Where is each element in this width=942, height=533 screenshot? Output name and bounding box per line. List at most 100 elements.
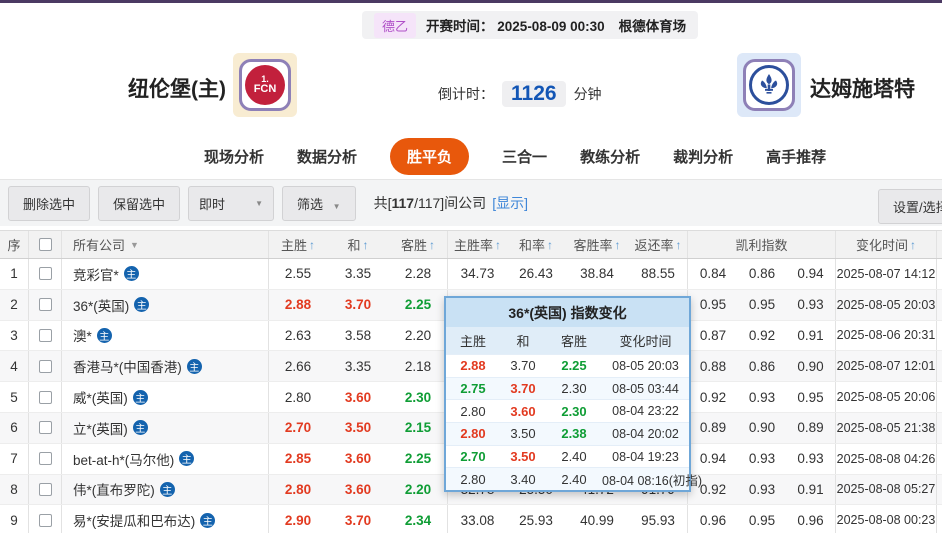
home-page-icon[interactable]: 主 <box>123 266 139 282</box>
chevron-down-icon[interactable]: ▼ <box>130 239 139 250</box>
popup-away-odds: 2.25 <box>561 358 587 374</box>
row-checkbox-cell <box>29 505 62 533</box>
popup-change-time: 08-04 19:23 <box>612 449 679 464</box>
header-return-rate[interactable]: 返还率 ↑ <box>629 231 688 258</box>
tab-referee-analysis[interactable]: 裁判分析 <box>673 148 734 166</box>
odds-away[interactable]: 2.20 <box>389 320 448 351</box>
company-name[interactable]: 澳* <box>73 329 92 345</box>
delete-selected-button[interactable]: 删除选中 <box>8 185 91 221</box>
odds-away[interactable]: 2.20 <box>389 474 448 505</box>
home-page-icon[interactable]: 主 <box>134 297 150 313</box>
home-page-icon[interactable]: 主 <box>200 512 216 528</box>
keep-selected-button[interactable]: 保留选中 <box>98 185 181 221</box>
odds-draw[interactable]: 3.35 <box>344 358 372 374</box>
odds-away[interactable]: 2.28 <box>389 259 448 289</box>
odds-home[interactable]: 2.80 <box>284 389 312 405</box>
home-rate: 33.08 <box>460 512 495 528</box>
kelly-3: 0.95 <box>786 382 836 412</box>
home-page-icon[interactable]: 主 <box>96 327 112 343</box>
row-checkbox[interactable] <box>38 328 52 342</box>
select-all-checkbox[interactable] <box>38 238 52 251</box>
tab-expert-picks[interactable]: 高手推荐 <box>766 148 827 166</box>
toolbar: 删除选中 保留选中 即时 ▼ 筛选 ▼ 共[117/117]间公司 [显示] 设… <box>0 180 942 226</box>
company-name[interactable]: 竞彩官* <box>73 267 119 283</box>
kelly-2: 0.93 <box>748 451 776 467</box>
company-name[interactable]: 36*(英国) <box>73 298 130 314</box>
odds-draw[interactable]: 3.70 <box>344 297 372 313</box>
home-logo-frame: 1. FCN <box>239 59 291 111</box>
company-cell: 立*(英国) 主 <box>62 412 269 443</box>
company-name[interactable]: 伟*(直布罗陀) <box>73 483 155 499</box>
row-checkbox[interactable] <box>38 390 52 404</box>
header-away-rate[interactable]: 客胜率 ↑ <box>573 237 621 254</box>
analysis-tabs: 现场分析 数据分析 胜平负 三合一 教练分析 裁判分析 高手推荐 <box>0 133 942 180</box>
popup-change-time: 08-04 08:16(初指) <box>602 473 703 488</box>
row-checkbox[interactable] <box>38 298 52 312</box>
header-home-rate[interactable]: 主胜率 ↑ <box>453 237 501 254</box>
odds-home[interactable]: 2.88 <box>284 297 312 313</box>
odds-home[interactable]: 2.85 <box>284 451 312 467</box>
header-draw-rate[interactable]: 和率 ↑ <box>518 237 553 254</box>
odds-away[interactable]: 2.25 <box>389 443 448 474</box>
home-page-icon[interactable]: 主 <box>179 451 195 467</box>
home-page-icon[interactable]: 主 <box>159 481 175 497</box>
home-page-icon[interactable]: 主 <box>186 358 202 374</box>
odds-draw[interactable]: 3.60 <box>344 389 372 405</box>
tab-coach-analysis[interactable]: 教练分析 <box>580 148 641 166</box>
sort-up-icon: ↑ <box>675 237 682 252</box>
kelly-3: 0.89 <box>786 412 836 443</box>
header-draw-odds[interactable]: 和 ↑ <box>347 237 369 254</box>
settings-button[interactable]: 设置/选择 <box>878 189 942 224</box>
header-home-odds[interactable]: 主胜 ↑ <box>280 237 315 254</box>
odds-away[interactable]: 2.30 <box>389 382 448 412</box>
home-page-icon[interactable]: 主 <box>132 389 148 405</box>
odds-draw[interactable]: 3.58 <box>344 327 372 343</box>
odds-away[interactable]: 2.15 <box>389 412 448 443</box>
company-name[interactable]: 香港马*(中国香港) <box>73 360 182 376</box>
tab-win-draw-loss[interactable]: 胜平负 <box>390 137 470 175</box>
sort-up-icon: ↑ <box>614 237 621 252</box>
row-checkbox[interactable] <box>38 359 52 373</box>
show-link[interactable]: [显示] <box>492 195 528 211</box>
odds-home[interactable]: 2.90 <box>284 512 312 528</box>
odds-away[interactable]: 2.34 <box>389 505 448 533</box>
home-page-icon[interactable]: 主 <box>132 420 148 436</box>
header-change-time[interactable]: 变化时间 ↑ <box>836 231 937 258</box>
row-checkbox[interactable] <box>38 421 52 435</box>
odds-draw[interactable]: 3.50 <box>344 420 372 436</box>
company-name[interactable]: bet-at-h*(马尔他) <box>73 452 175 468</box>
odds-home[interactable]: 2.66 <box>284 358 312 374</box>
row-checkbox[interactable] <box>38 267 52 281</box>
odds-away[interactable]: 2.18 <box>389 351 448 382</box>
odds-home[interactable]: 2.63 <box>284 327 312 343</box>
row-checkbox[interactable] <box>38 452 52 466</box>
odds-away[interactable]: 2.25 <box>389 289 448 320</box>
popup-home-odds: 2.80 <box>460 403 486 419</box>
company-cell: 香港马*(中国香港) 主 <box>62 351 269 382</box>
odds-draw[interactable]: 3.60 <box>344 481 372 497</box>
odds-home[interactable]: 2.70 <box>284 420 312 436</box>
change-time: 2025-08-06 20:31 <box>836 320 937 351</box>
header-checkbox-cell <box>29 231 62 258</box>
row-checkbox[interactable] <box>38 482 52 496</box>
sort-up-icon: ↑ <box>495 237 501 252</box>
odds-home[interactable]: 2.55 <box>284 266 312 282</box>
company-name[interactable]: 立*(英国) <box>73 421 128 437</box>
company-name[interactable]: 易*(安提瓜和巴布达) <box>73 514 196 530</box>
header-company: 所有公司 ▼ <box>62 231 269 258</box>
instant-dropdown[interactable]: 即时 ▼ <box>188 185 275 221</box>
row-checkbox[interactable] <box>38 513 52 527</box>
company-name[interactable]: 威*(英国) <box>73 391 128 407</box>
filter-dropdown[interactable]: 筛选 ▼ <box>282 185 356 221</box>
popup-away-odds: 2.40 <box>561 449 587 465</box>
tab-three-in-one[interactable]: 三合一 <box>502 148 548 166</box>
tab-live-analysis[interactable]: 现场分析 <box>204 148 265 166</box>
odds-draw[interactable]: 3.70 <box>344 512 372 528</box>
odds-draw[interactable]: 3.60 <box>344 451 372 467</box>
change-time: 2025-08-08 05:27 <box>836 474 937 505</box>
odds-draw[interactable]: 3.35 <box>344 266 372 282</box>
tab-data-analysis[interactable]: 数据分析 <box>297 148 358 166</box>
odds-home[interactable]: 2.80 <box>284 481 312 497</box>
header-away-odds[interactable]: 客胜 ↑ <box>389 231 448 258</box>
home-team-name: 纽伦堡(主) <box>128 78 226 101</box>
